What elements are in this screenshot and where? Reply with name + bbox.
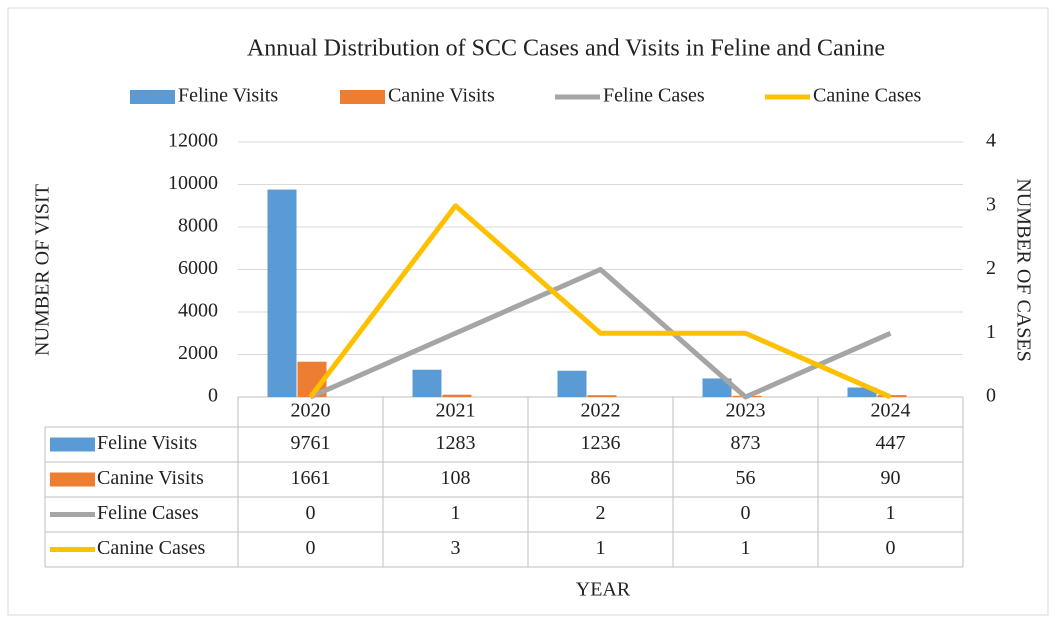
table-cell: 1 bbox=[741, 537, 751, 559]
bar bbox=[587, 395, 617, 397]
y-tick-label: 10000 bbox=[168, 172, 218, 194]
legend-label: Feline Visits bbox=[178, 85, 278, 107]
table-cell: 1 bbox=[451, 502, 461, 524]
table-cell: 1283 bbox=[436, 432, 476, 454]
line bbox=[309, 267, 892, 400]
y2-tick-label: 0 bbox=[986, 385, 996, 407]
y2-tick-label: 4 bbox=[986, 130, 996, 152]
table-cell: 1236 bbox=[581, 432, 621, 454]
line bbox=[308, 203, 892, 400]
y-tick-label: 4000 bbox=[178, 300, 218, 322]
table-cell: 3 bbox=[451, 537, 461, 559]
table-cell: 90 bbox=[881, 467, 901, 489]
table-cell: 108 bbox=[441, 467, 471, 489]
bar bbox=[267, 189, 297, 397]
bar bbox=[847, 387, 877, 397]
table-legend-key bbox=[50, 472, 95, 487]
legend-key bbox=[130, 90, 175, 104]
legend-label: Feline Cases bbox=[603, 85, 705, 107]
table-cell: 0 bbox=[886, 537, 896, 559]
y-tick-label: 8000 bbox=[178, 215, 218, 237]
legend-key bbox=[340, 90, 385, 104]
y-tick-label: 12000 bbox=[168, 130, 218, 152]
table-row-label: Feline Visits bbox=[97, 432, 197, 454]
table-cell: 873 bbox=[731, 432, 761, 454]
table-cell: 1661 bbox=[291, 467, 331, 489]
bar bbox=[702, 378, 732, 397]
table-row-label: Canine Cases bbox=[97, 537, 206, 559]
y2-tick-label: 1 bbox=[986, 321, 996, 343]
table-row-label: Canine Visits bbox=[97, 467, 204, 489]
table-row-label: Feline Cases bbox=[97, 502, 199, 524]
legend-label: Canine Visits bbox=[388, 85, 495, 107]
x-axis-label: YEAR bbox=[576, 579, 631, 601]
bar bbox=[877, 395, 907, 397]
y2-axis-label: NUMBER OF CASES bbox=[1012, 178, 1034, 361]
y-tick-label: 2000 bbox=[178, 342, 218, 364]
chart-title: Annual Distribution of SCC Cases and Vis… bbox=[247, 36, 885, 62]
table-cell: 447 bbox=[876, 432, 906, 454]
table-cell: 9761 bbox=[291, 432, 331, 454]
x-tick-label: 2022 bbox=[581, 400, 621, 422]
x-tick-label: 2021 bbox=[436, 400, 476, 422]
table-cell: 0 bbox=[741, 502, 751, 524]
x-tick-label: 2023 bbox=[726, 400, 766, 422]
bar bbox=[412, 369, 442, 397]
table-cell: 86 bbox=[591, 467, 611, 489]
x-tick-label: 2024 bbox=[871, 400, 911, 422]
bar bbox=[442, 394, 472, 397]
x-tick-label: 2020 bbox=[291, 400, 331, 422]
y2-tick-label: 3 bbox=[986, 193, 996, 215]
table-cell: 1 bbox=[596, 537, 606, 559]
table-cell: 56 bbox=[736, 467, 756, 489]
table-legend-key bbox=[50, 437, 95, 452]
table-cell: 0 bbox=[306, 502, 316, 524]
y2-tick-label: 2 bbox=[986, 257, 996, 279]
table-cell: 0 bbox=[306, 537, 316, 559]
y-tick-label: 6000 bbox=[178, 257, 218, 279]
legend-label: Canine Cases bbox=[813, 85, 922, 107]
y-axis-label: NUMBER OF VISIT bbox=[32, 184, 54, 356]
table-cell: 2 bbox=[596, 502, 606, 524]
y-tick-label: 0 bbox=[208, 385, 218, 407]
bar bbox=[557, 370, 587, 397]
table-cell: 1 bbox=[886, 502, 896, 524]
